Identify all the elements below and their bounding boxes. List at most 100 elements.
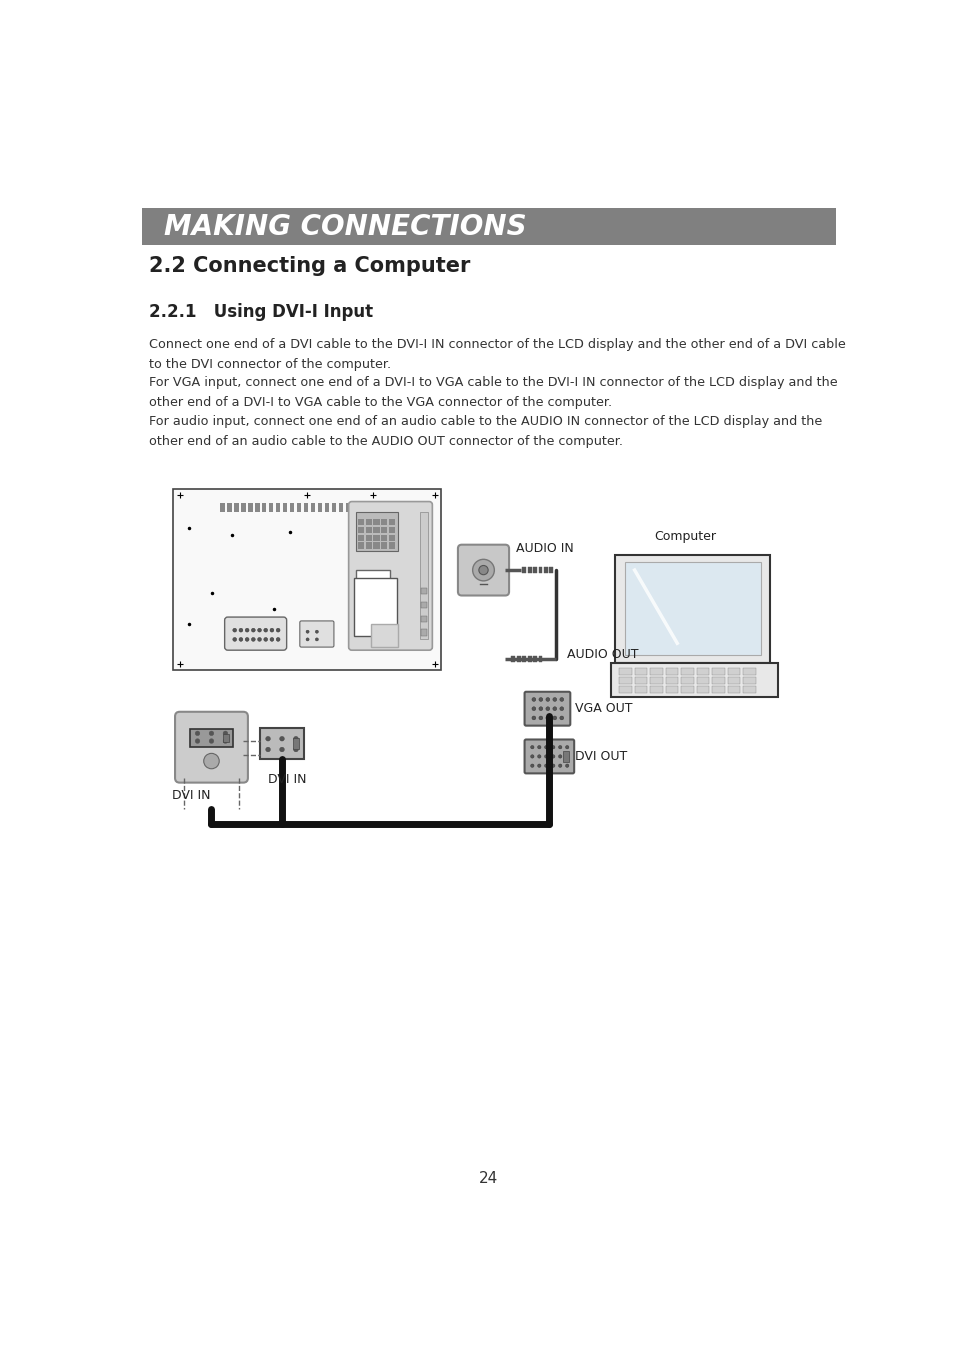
Bar (549, 567, 553, 574)
Bar (353, 504, 356, 513)
Bar (634, 668, 646, 675)
Circle shape (472, 559, 494, 580)
Bar (420, 629, 427, 636)
FancyBboxPatch shape (299, 621, 334, 647)
Circle shape (209, 732, 213, 736)
Bar (357, 526, 364, 533)
Circle shape (551, 764, 555, 767)
Circle shape (545, 698, 549, 702)
Bar (365, 535, 372, 541)
Bar (680, 686, 693, 694)
FancyBboxPatch shape (457, 544, 509, 595)
Text: Connect one end of a DVI cable to the DVI-I IN connector of the LCD display and : Connect one end of a DVI cable to the DV… (149, 338, 844, 370)
Bar (389, 520, 395, 525)
Circle shape (544, 745, 547, 749)
Circle shape (371, 602, 378, 610)
Circle shape (279, 747, 284, 752)
Bar (303, 504, 308, 513)
Circle shape (223, 732, 228, 736)
Bar (649, 668, 661, 675)
Bar (365, 543, 372, 548)
Bar (371, 624, 397, 647)
Bar (293, 738, 298, 749)
Bar (618, 686, 631, 694)
Bar (317, 504, 322, 513)
Bar (373, 520, 379, 525)
Bar (365, 526, 372, 533)
FancyBboxPatch shape (224, 617, 286, 651)
Circle shape (558, 764, 561, 767)
Circle shape (558, 745, 561, 749)
Bar (618, 678, 631, 684)
Bar (696, 678, 708, 684)
Circle shape (530, 764, 534, 767)
Circle shape (544, 764, 547, 767)
Bar (142, 208, 835, 246)
Bar (742, 678, 755, 684)
Circle shape (239, 637, 243, 641)
Bar (537, 567, 542, 574)
Bar (408, 504, 413, 513)
Circle shape (559, 716, 563, 720)
Bar (533, 656, 537, 662)
FancyBboxPatch shape (524, 740, 574, 774)
Bar (521, 567, 525, 574)
Text: DVI OUT: DVI OUT (575, 751, 626, 763)
Bar (345, 504, 350, 513)
Bar (401, 504, 406, 513)
Circle shape (264, 637, 268, 641)
Bar (511, 656, 515, 662)
Bar (649, 678, 661, 684)
Bar (389, 535, 395, 541)
Text: 2.2.1   Using DVI-I Input: 2.2.1 Using DVI-I Input (149, 304, 373, 321)
Circle shape (565, 745, 568, 749)
Circle shape (537, 745, 540, 749)
Bar (517, 656, 520, 662)
Circle shape (209, 738, 213, 744)
Bar (419, 513, 427, 640)
Bar (324, 504, 329, 513)
Bar (332, 504, 335, 513)
Bar (618, 668, 631, 675)
Bar (624, 563, 760, 655)
Bar (355, 570, 390, 597)
Text: AUDIO OUT: AUDIO OUT (567, 648, 638, 662)
Circle shape (551, 755, 555, 759)
Bar (543, 567, 547, 574)
Bar (381, 526, 387, 533)
Circle shape (223, 738, 228, 744)
Bar (248, 504, 253, 513)
Circle shape (294, 747, 298, 752)
Bar (537, 656, 542, 662)
Circle shape (558, 755, 561, 759)
Circle shape (559, 698, 563, 702)
Bar (359, 504, 364, 513)
Circle shape (565, 764, 568, 767)
Text: 24: 24 (478, 1170, 498, 1185)
Circle shape (239, 628, 243, 632)
Circle shape (233, 637, 236, 641)
Circle shape (532, 707, 536, 710)
Text: MAKING CONNECTIONS: MAKING CONNECTIONS (164, 213, 526, 240)
Text: For VGA input, connect one end of a DVI-I to VGA cable to the DVI-I IN connector: For VGA input, connect one end of a DVI-… (149, 377, 837, 409)
Bar (282, 504, 287, 513)
Bar (373, 526, 379, 533)
Bar (381, 535, 387, 541)
Bar (260, 728, 303, 759)
Bar (275, 504, 280, 513)
Bar (527, 656, 531, 662)
Bar (381, 520, 387, 525)
Bar (727, 668, 740, 675)
Bar (562, 751, 568, 761)
Bar (373, 543, 379, 548)
Bar (290, 504, 294, 513)
Text: DVI IN: DVI IN (172, 788, 211, 802)
Bar (680, 668, 693, 675)
Bar (649, 686, 661, 694)
Circle shape (545, 716, 549, 720)
Circle shape (276, 637, 280, 641)
Bar (296, 504, 301, 513)
Circle shape (257, 637, 261, 641)
Bar (373, 535, 379, 541)
Bar (357, 543, 364, 548)
